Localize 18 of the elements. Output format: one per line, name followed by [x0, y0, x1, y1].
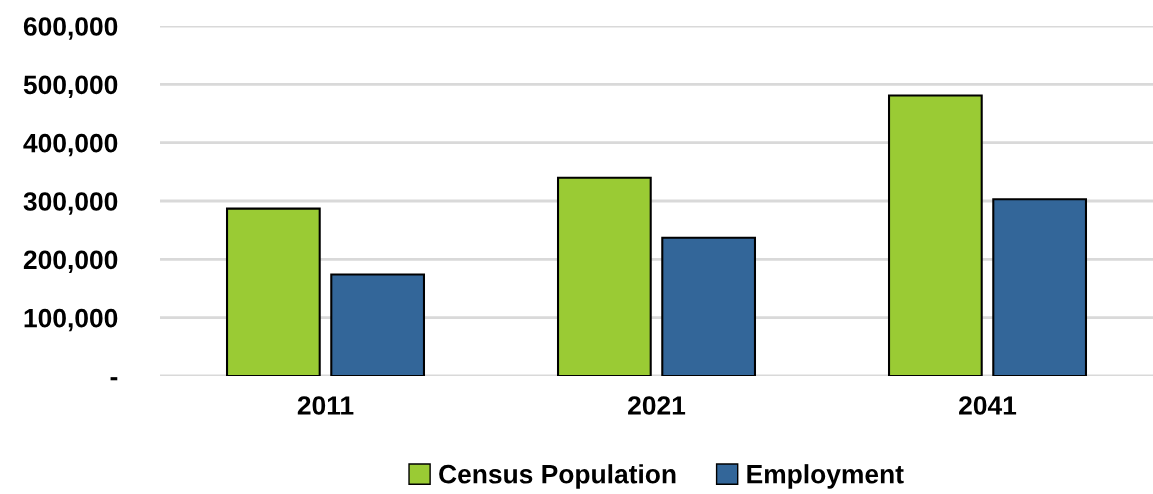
y-tick-label: 300,000	[23, 192, 118, 215]
bar	[225, 207, 321, 376]
bar	[556, 176, 652, 376]
y-tick-label: 100,000	[24, 308, 118, 332]
y-tick-label: 400,000	[23, 133, 118, 157]
x-tick-label: 2021	[628, 396, 686, 415]
bar	[992, 198, 1088, 376]
legend-label: Census Population	[439, 464, 676, 489]
bar	[330, 273, 426, 376]
legend-label: Employment	[747, 464, 904, 489]
y-tick-label: -	[110, 377, 118, 381]
y-tick-label: 600,000	[23, 17, 118, 40]
y-tick-label: 200,000	[23, 250, 118, 273]
y-tick-label: 500,000	[23, 75, 118, 98]
bar	[887, 94, 983, 376]
x-tick-label: 2041	[959, 396, 1017, 415]
bar	[661, 236, 757, 376]
x-tick-label: 2011	[297, 396, 354, 415]
